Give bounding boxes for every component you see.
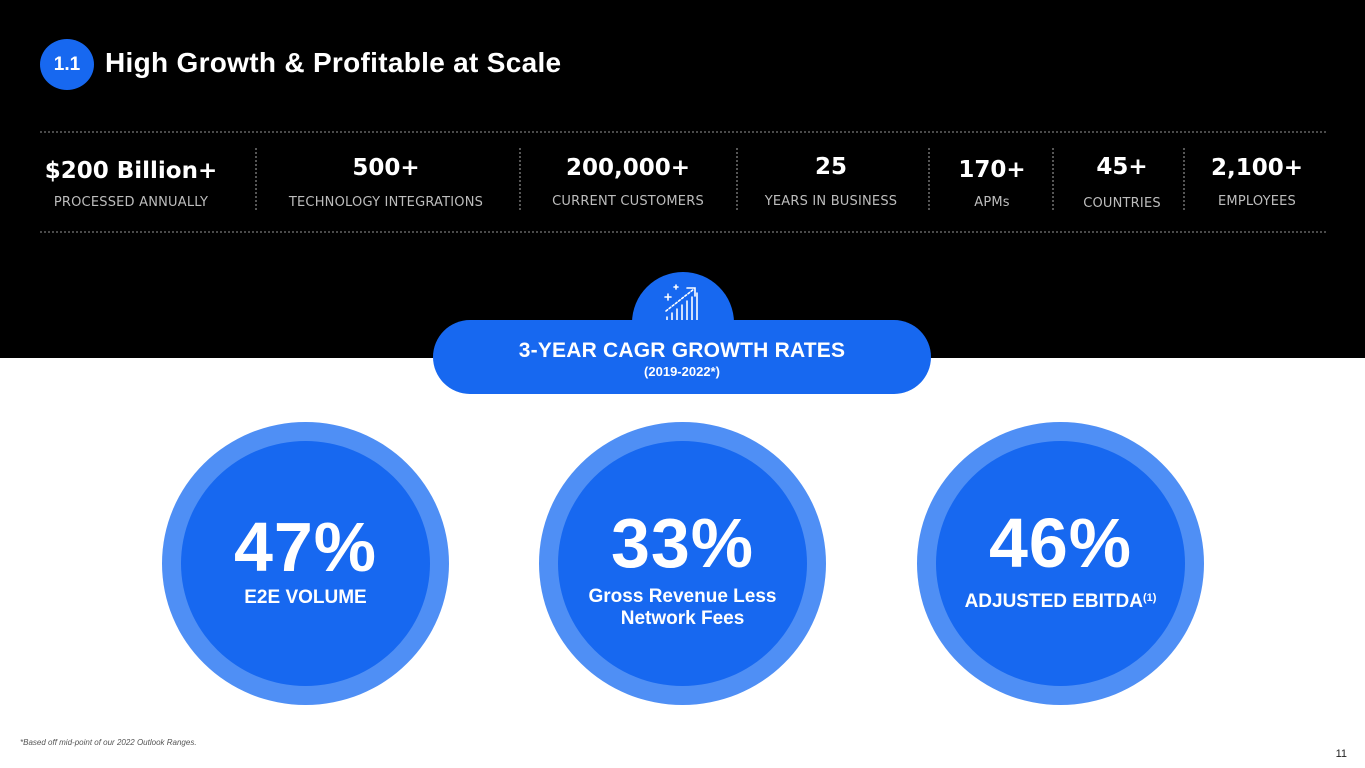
metric-label: ADJUSTED EBITDA(1) — [936, 587, 1185, 613]
stat-label: PROCESSED ANNUALLY — [53, 195, 209, 210]
stat-value: $200 Billion+ — [44, 158, 218, 184]
stat-label: APMs — [974, 195, 1010, 210]
stat-label: EMPLOYEES — [1218, 194, 1296, 209]
stat-current-customers: 200,000+ CURRENT CUSTOMERS — [538, 148, 718, 214]
stat-label: COUNTRIES — [1083, 196, 1161, 211]
stat-separator — [928, 148, 930, 210]
stat-value: 45+ — [1096, 154, 1148, 180]
metric-value: 47% — [233, 508, 378, 586]
stat-label: CURRENT CUSTOMERS — [552, 194, 704, 209]
metric-label-text: ADJUSTED EBITDA — [964, 591, 1143, 612]
metric-inner-circle: 33% Gross Revenue Less Network Fees — [558, 441, 807, 686]
metric-inner-circle: 47% E2E VOLUME — [181, 441, 430, 686]
stat-employees: 2,100+ EMPLOYEES — [1196, 148, 1318, 214]
stat-processed-annually: $200 Billion+ PROCESSED ANNUALLY — [40, 148, 222, 214]
stat-value: 200,000+ — [565, 155, 691, 181]
stat-separator — [1183, 148, 1185, 210]
divider-top — [40, 131, 1326, 133]
stat-separator — [736, 148, 738, 210]
metric-value: 33% — [610, 504, 755, 582]
cagr-period: (2019-2022*) — [644, 364, 720, 379]
stat-technology-integrations: 500+ TECHNOLOGY INTEGRATIONS — [276, 148, 496, 214]
stat-countries: 45+ COUNTRIES — [1070, 148, 1174, 214]
stat-value: 2,100+ — [1210, 155, 1304, 181]
growth-chart-icon — [663, 284, 699, 324]
metric-adjusted-ebitda: 46% ADJUSTED EBITDA(1) — [917, 422, 1204, 705]
metric-label-line1: Gross Revenue Less — [588, 586, 777, 607]
metric-e2e-volume: 47% E2E VOLUME — [162, 422, 449, 705]
stat-value: 170+ — [958, 157, 1026, 183]
divider-bottom — [40, 231, 1326, 233]
cagr-banner: 3-YEAR CAGR GROWTH RATES (2019-2022*) — [433, 320, 931, 394]
stat-value: 25 — [814, 154, 847, 180]
stat-years-in-business: 25 YEARS IN BUSINESS — [756, 148, 906, 214]
footnote: *Based off mid-point of our 2022 Outlook… — [20, 738, 197, 747]
metric-gross-revenue: 33% Gross Revenue Less Network Fees — [539, 422, 826, 705]
stat-apms: 170+ APMs — [944, 148, 1040, 214]
key-stats-row: $200 Billion+ PROCESSED ANNUALLY 500+ TE… — [40, 148, 1326, 214]
stat-separator — [255, 148, 257, 210]
page-title: High Growth & Profitable at Scale — [105, 47, 562, 78]
metric-inner-circle: 46% ADJUSTED EBITDA(1) — [936, 441, 1185, 686]
cagr-title: 3-YEAR CAGR GROWTH RATES — [518, 339, 846, 362]
metric-label-line2: Network Fees — [620, 608, 745, 629]
metric-label: E2E VOLUME — [244, 587, 367, 608]
page-number: 11 — [1335, 748, 1347, 760]
stat-separator — [1052, 148, 1054, 210]
section-number-badge: 1.1 — [40, 39, 94, 90]
footnote-marker: (1) — [1142, 592, 1157, 604]
stat-value: 500+ — [352, 155, 420, 181]
metric-value: 46% — [988, 504, 1133, 582]
stat-label: TECHNOLOGY INTEGRATIONS — [288, 195, 484, 210]
stat-label: YEARS IN BUSINESS — [764, 194, 898, 209]
stat-separator — [519, 148, 521, 210]
